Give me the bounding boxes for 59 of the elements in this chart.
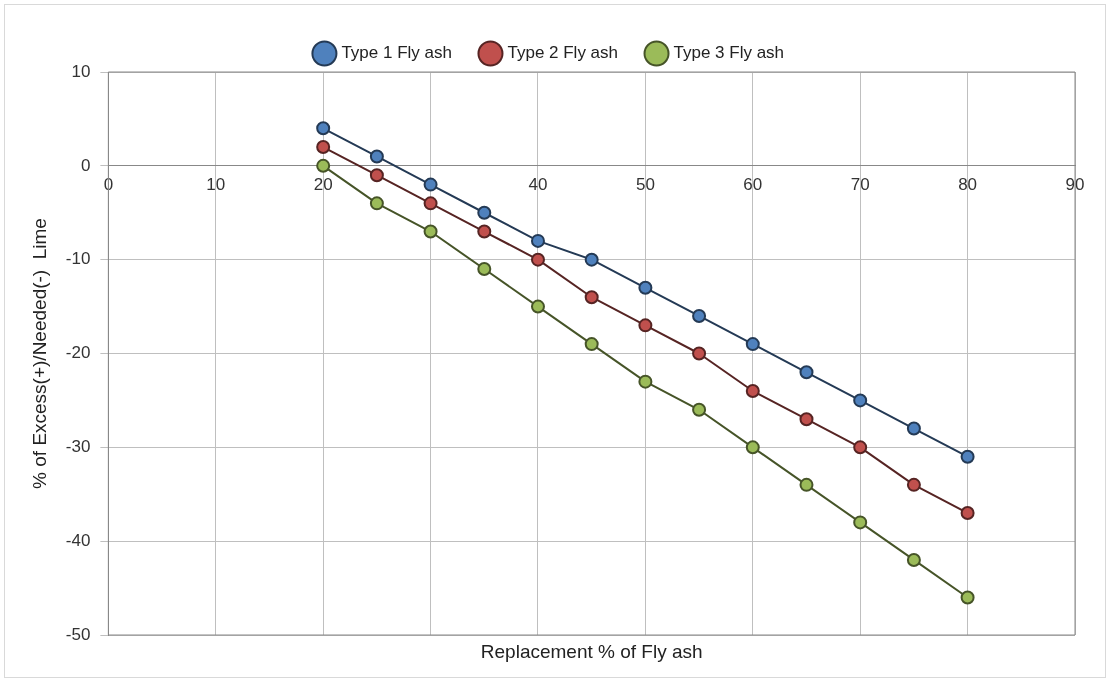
point [638,280,653,295]
x-tick-label: 80 [958,174,978,194]
y-tick-label: -40 [65,530,91,550]
x-axis-title: Replacement % of Fly ash [480,640,703,662]
point [906,421,921,436]
point [584,337,599,352]
y-tick-label: -20 [65,343,91,363]
point [960,449,975,464]
y-tick-label: 0 [80,155,91,175]
point [423,196,438,211]
point [530,233,545,248]
point [316,140,331,155]
point [692,402,707,417]
x-tick-label: 10 [206,174,226,194]
point [906,477,921,492]
point [423,177,438,192]
legend-label: Type 2 Fly ash [507,43,619,63]
legend-label: Type 1 Fly ash [341,43,452,63]
point [584,252,599,267]
point [477,224,492,239]
y-axis-title: % of Excess(+)/Needed(-) Lime [28,218,50,489]
point [745,440,760,455]
point [530,252,545,267]
point [799,412,814,427]
point [745,337,760,352]
point [584,290,599,305]
point [745,384,760,399]
point [369,168,384,183]
y-tick-label: -10 [65,249,91,269]
x-tick-label: 60 [743,174,763,194]
point [692,346,707,361]
point [906,552,921,567]
point [853,515,868,530]
point [638,318,653,333]
point [477,205,492,220]
point [960,590,975,605]
point [692,308,707,323]
point [369,196,384,211]
x-tick-label: 70 [850,174,870,194]
y-tick-label: -50 [65,624,91,644]
point [530,299,545,314]
point [369,149,384,164]
point [960,506,975,521]
point [316,121,331,136]
point [638,374,653,389]
point [799,365,814,380]
point [853,393,868,408]
legend-label: Type 3 Fly ash [673,43,785,63]
x-tick-label: 20 [313,174,333,194]
point [799,477,814,492]
point [423,224,438,239]
point [477,262,492,277]
x-tick-label: 40 [528,174,548,194]
point [316,158,331,173]
x-tick-label: 90 [1065,174,1085,194]
y-tick-label: 10 [71,61,91,81]
x-tick-label: 50 [635,174,655,194]
y-tick-label: -30 [65,437,91,457]
point [853,440,868,455]
